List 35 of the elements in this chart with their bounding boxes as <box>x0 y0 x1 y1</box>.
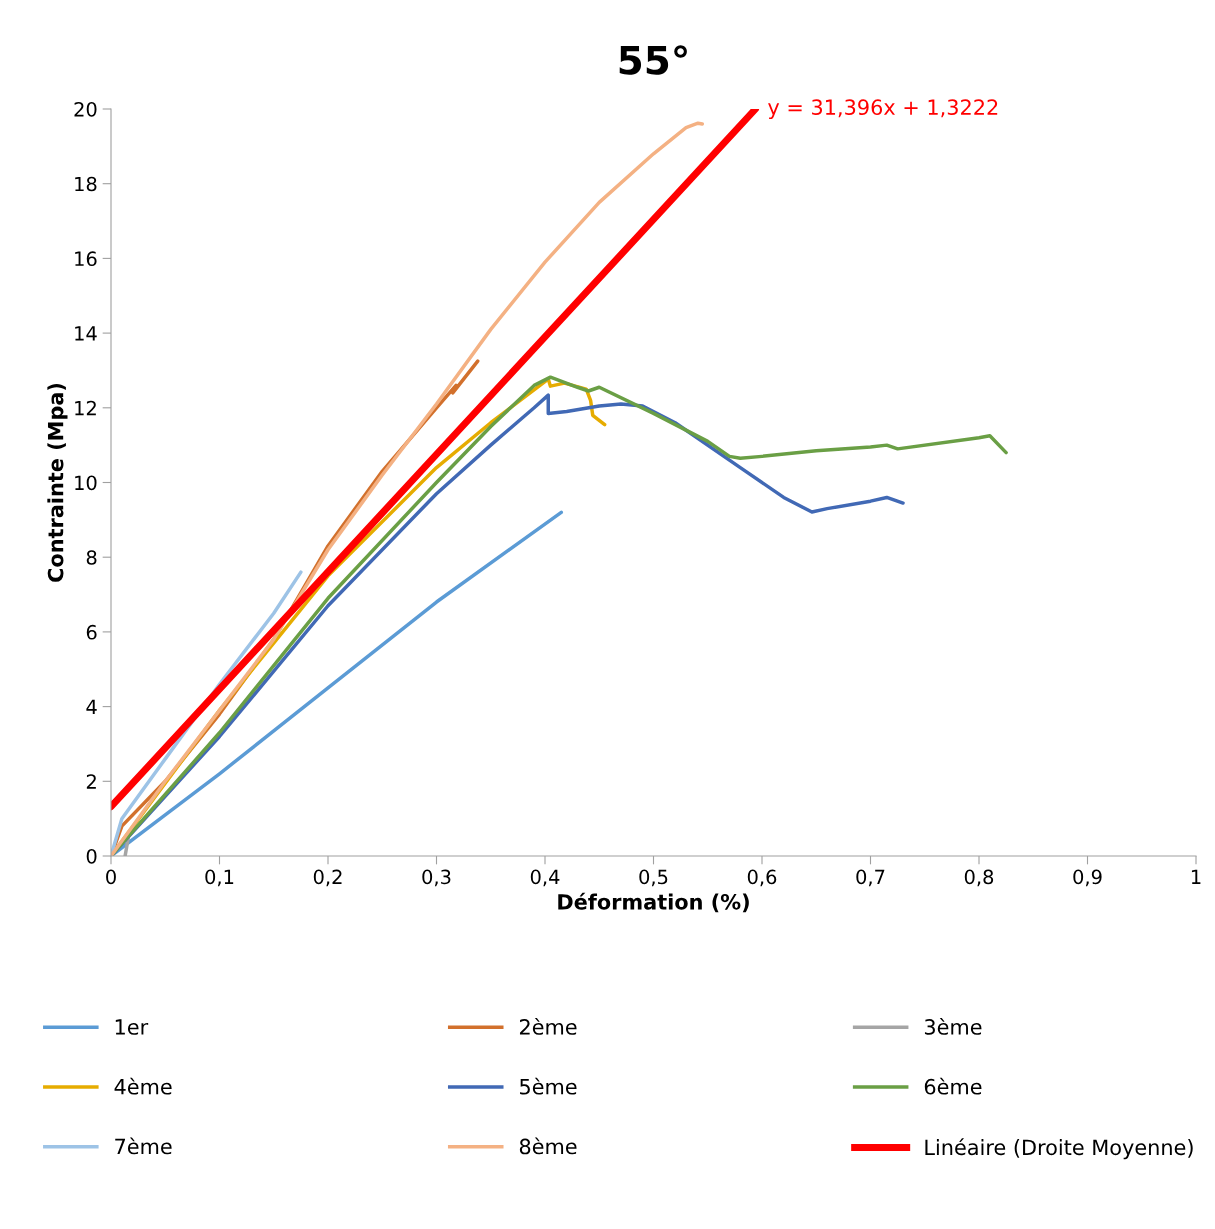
legend-label: 1er <box>115 1019 149 1035</box>
legend-label: 7ème <box>115 1137 172 1155</box>
y-tick-label: 20 <box>74 101 97 117</box>
x-axis-title: Déformation (%) <box>558 892 749 913</box>
legend-label: 4ème <box>114 1077 172 1095</box>
y-tick-label: 10 <box>75 475 97 491</box>
x-tick-label: 0,8 <box>964 869 994 887</box>
y-tick-label: 16 <box>75 251 97 267</box>
legend-label: 8ème <box>519 1137 577 1155</box>
legend-label: 6ème <box>924 1077 982 1095</box>
y-tick-label: 12 <box>75 400 96 416</box>
chart-title: 55° <box>619 45 687 75</box>
x-tick-label: 0,6 <box>747 869 777 887</box>
legend-label: 2ème <box>519 1017 577 1035</box>
y-tick-label: 8 <box>86 550 97 565</box>
x-tick-label: 0,2 <box>313 869 342 887</box>
annotation: y = 31,396x + 1,3222 <box>768 99 998 120</box>
x-tick-label: 0,9 <box>1073 869 1102 887</box>
y-tick-label: 2 <box>86 774 96 789</box>
legend-label: 5ème <box>520 1077 577 1095</box>
y-tick-label: 18 <box>75 176 97 192</box>
y-tick-label: 4 <box>86 699 97 714</box>
x-tick-label: 1 <box>1191 869 1201 884</box>
y-axis-title: Contrainte (Mpa) <box>47 383 68 582</box>
y-tick-label: 6 <box>86 624 97 640</box>
y-tick-label: 0 <box>86 848 97 864</box>
x-tick-label: 0,3 <box>422 869 451 887</box>
x-tick-label: 0,1 <box>205 869 234 887</box>
x-tick-label: 0,5 <box>639 869 668 887</box>
legend-label: 3ème <box>924 1017 982 1035</box>
legend-label: Linéaire (Droite Moyenne) <box>925 1138 1193 1160</box>
y-tick-label: 14 <box>75 326 97 341</box>
x-tick-label: 0,7 <box>856 869 885 887</box>
x-tick-label: 0 <box>106 869 116 885</box>
x-tick-label: 0,4 <box>530 869 560 887</box>
